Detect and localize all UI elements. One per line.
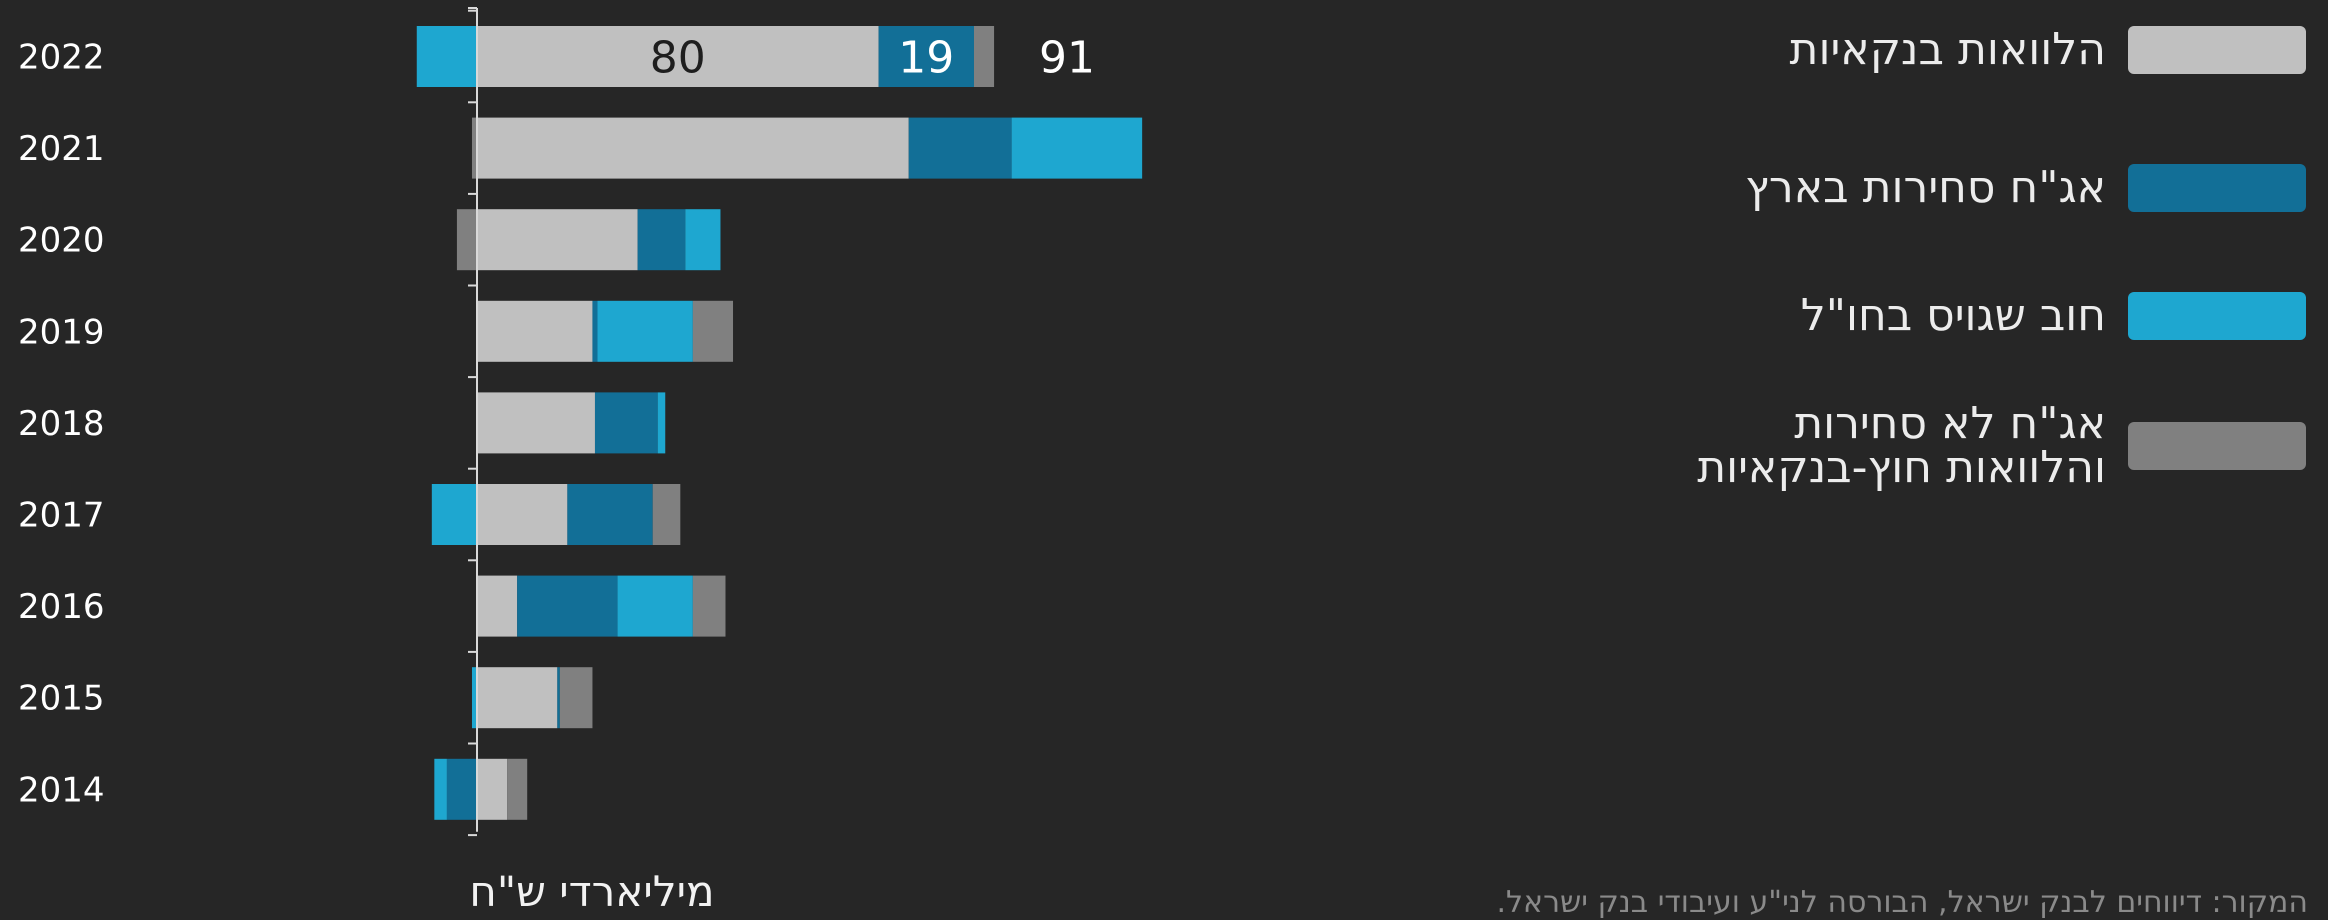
legend-label-bank-loans: הלוואות בנקאיות	[1789, 24, 2106, 75]
bar-2019-series-0	[477, 300, 593, 362]
legend-item-nontradable-bonds: אג"ח לא סחירות והלוואות חוץ-בנקאיות	[1697, 402, 2306, 490]
bar-2018-series-2	[657, 392, 666, 454]
bar-2017-series-1	[567, 484, 653, 545]
legend: הלוואות בנקאיות אג"ח סחירות בארץ חוב שגו…	[1640, 0, 2328, 560]
source-note: המקור: דיווחים לבנק ישראל, הבורסה לני"ע …	[1496, 885, 2308, 920]
bar-2022-series-1	[878, 26, 974, 87]
data-label-2: 91	[1039, 33, 1095, 84]
bar-2020-series-3	[456, 209, 477, 271]
bar-2022-series-2	[416, 26, 477, 87]
bar-2021-series-2	[1011, 117, 1143, 179]
bar-2014-series-2	[434, 758, 447, 820]
legend-item-foreign-debt: חוב שגויס בחו"ל	[1801, 292, 2306, 340]
bar-2015-series-1	[557, 667, 560, 729]
bar-2019-series-2	[597, 300, 693, 362]
bar-2014-series-3	[507, 758, 528, 820]
y-tick-label-2016: 2016	[18, 587, 105, 627]
bar-2022-series-0	[477, 26, 879, 87]
data-label-0: 80	[650, 33, 706, 84]
bar-2019-series-3	[692, 300, 734, 362]
bar-2020-series-1	[637, 209, 686, 271]
y-tick-label-2015: 2015	[18, 679, 105, 719]
bar-2016-series-3	[692, 575, 726, 637]
bar-2020-series-2	[685, 209, 721, 271]
bar-2018-series-0	[477, 392, 595, 454]
y-tick-label-2014: 2014	[18, 770, 105, 810]
bar-2015-series-3	[559, 667, 593, 729]
y-tick-label-2017: 2017	[18, 496, 105, 536]
bar-2018-series-1	[594, 392, 658, 454]
legend-swatch-foreign-debt	[2128, 292, 2306, 340]
bar-2017-series-3	[652, 484, 681, 545]
bar-2021-series-0	[477, 117, 909, 179]
bar-2016-series-2	[617, 575, 693, 637]
legend-item-tradable-bonds: אג"ח סחירות בארץ	[1745, 164, 2306, 212]
y-tick-label-2020: 2020	[18, 221, 105, 261]
bar-2015-series-0	[477, 667, 558, 729]
legend-item-bank-loans: הלוואות בנקאיות	[1790, 26, 2306, 74]
stacked-bar-chart: 2022 2021 2020 2019 2018 2017 2016 2015 2014 80 19…	[18, 7, 1143, 914]
legend-swatch-tradable-bonds	[2128, 164, 2306, 212]
legend-label-foreign-debt: חוב שגויס בחו"ל	[1800, 290, 2106, 341]
bar-2015-series-2	[471, 667, 477, 729]
x-axis-label: מיליארדי ש"ח	[469, 867, 714, 914]
y-tick-label-2021: 2021	[18, 129, 105, 169]
bar-2016-series-1	[517, 575, 618, 637]
bar-2014-series-0	[477, 758, 508, 820]
legend-label-nontradable-bonds: אג"ח לא סחירות והלוואות חוץ-בנקאיות	[1697, 398, 2106, 493]
bar-2019-series-1	[592, 300, 598, 362]
bar-2021-series-1	[908, 117, 1012, 179]
legend-swatch-bank-loans	[2128, 26, 2306, 74]
y-tick-label-2019: 2019	[18, 312, 105, 352]
bar-2016-series-0	[477, 575, 518, 637]
legend-swatch-nontradable-bonds	[2128, 422, 2306, 470]
bar-2021-series-3	[471, 117, 477, 179]
y-tick-label-2018: 2018	[18, 404, 105, 444]
bar-2017-series-2	[431, 484, 477, 545]
bar-2022-series-3	[973, 26, 995, 87]
legend-label-tradable-bonds: אג"ח סחירות בארץ	[1745, 162, 2106, 213]
data-label-1: 19	[898, 33, 954, 84]
bar-2014-series-1	[446, 758, 477, 820]
y-tick-label-2022: 2022	[18, 38, 105, 78]
bar-2020-series-0	[477, 209, 638, 271]
bar-2017-series-0	[477, 484, 568, 545]
